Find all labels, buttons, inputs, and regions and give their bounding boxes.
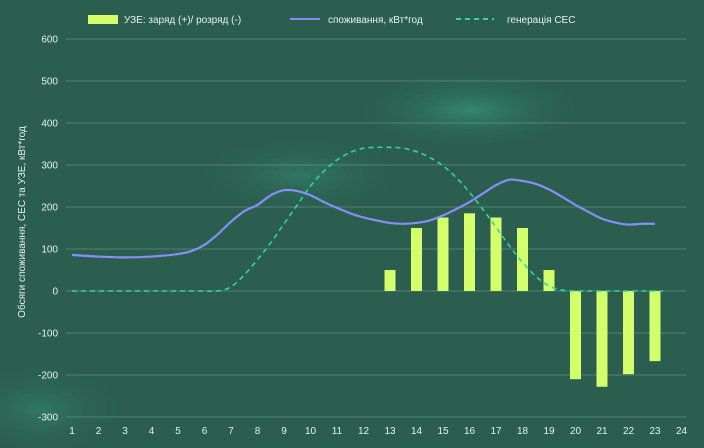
- y-tick-label: 400: [41, 119, 58, 130]
- x-tick-label: 13: [384, 426, 396, 437]
- x-axis-ticks: 1 2 3 4 5 6 7 8 9 10 11 12 13 14 15 16 17 18 19 20 21 22 23 24: [69, 426, 687, 437]
- bar: [649, 291, 661, 362]
- bar: [596, 291, 608, 387]
- y-tick-label: 300: [41, 161, 58, 172]
- legend-generation-label: генерація СЕС: [507, 15, 575, 26]
- x-tick-label: 9: [281, 426, 287, 437]
- y-tick-label: -300: [38, 413, 58, 424]
- y-tick-label: 0: [52, 287, 58, 298]
- bar: [517, 228, 528, 291]
- gridlines: [66, 38, 686, 418]
- legend-consumption-label: споживання, кВт*год: [328, 15, 423, 26]
- bar: [570, 291, 581, 380]
- x-tick-label: 11: [332, 426, 343, 437]
- x-tick-label: 18: [517, 426, 529, 437]
- x-tick-label: 5: [175, 426, 181, 437]
- x-tick-label: 17: [490, 426, 502, 437]
- y-axis-ticks: 600 500 400 300 200 100 0 -100 -200 -300: [38, 35, 58, 424]
- storage-bars: [384, 213, 661, 387]
- x-tick-label: 12: [358, 426, 370, 437]
- x-tick-label: 8: [255, 426, 261, 437]
- x-tick-label: 10: [305, 426, 317, 437]
- y-tick-label: 100: [41, 245, 58, 256]
- x-tick-label: 2: [96, 426, 102, 437]
- legend: УЗЕ: заряд (+)/ розряд (-) споживання, к…: [88, 15, 575, 26]
- x-tick-label: 4: [149, 426, 155, 437]
- generation-line: [71, 146, 663, 293]
- x-tick-label: 20: [570, 426, 582, 437]
- x-tick-label: 7: [228, 426, 234, 437]
- consumption-line: [71, 178, 656, 259]
- bar: [411, 228, 422, 291]
- series-lines: [71, 146, 663, 293]
- y-axis-label: Обсяги споживання, СЕС та УЗЕ, кВт*год: [16, 126, 28, 318]
- y-tick-label: 500: [41, 77, 58, 88]
- bar: [384, 270, 396, 291]
- x-tick-label: 22: [623, 426, 635, 437]
- bar: [490, 217, 502, 291]
- bar: [437, 217, 449, 291]
- y-tick-label: 600: [41, 35, 58, 46]
- bar: [464, 213, 475, 291]
- x-tick-label: 6: [202, 426, 208, 437]
- x-tick-label: 1: [69, 426, 75, 437]
- legend-bar-swatch: [88, 15, 118, 24]
- x-tick-label: 24: [676, 426, 688, 437]
- x-tick-label: 19: [543, 426, 555, 437]
- x-tick-label: 3: [122, 426, 128, 437]
- x-tick-label: 23: [649, 426, 661, 437]
- y-tick-label: -200: [38, 371, 58, 382]
- y-tick-label: -100: [38, 329, 58, 340]
- x-tick-label: 15: [437, 426, 449, 437]
- y-tick-label: 200: [41, 203, 58, 214]
- legend-bar-label: УЗЕ: заряд (+)/ розряд (-): [124, 15, 241, 26]
- x-tick-label: 14: [411, 426, 423, 437]
- x-tick-label: 21: [596, 426, 608, 437]
- bar: [623, 291, 634, 375]
- x-tick-label: 16: [464, 426, 476, 437]
- bar: [543, 270, 555, 291]
